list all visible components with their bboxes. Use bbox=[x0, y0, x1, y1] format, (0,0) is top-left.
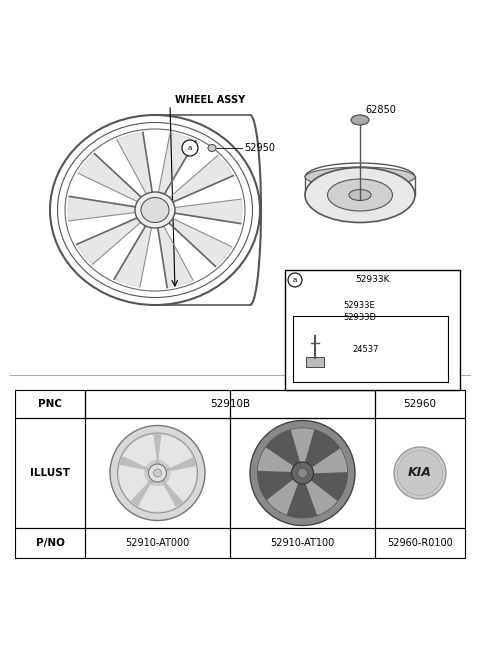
Polygon shape bbox=[158, 226, 193, 287]
Text: 52910B: 52910B bbox=[210, 399, 250, 409]
Polygon shape bbox=[120, 466, 148, 501]
Text: 52950: 52950 bbox=[244, 143, 275, 153]
Circle shape bbox=[182, 140, 198, 156]
Polygon shape bbox=[77, 218, 141, 264]
Circle shape bbox=[288, 273, 302, 287]
Polygon shape bbox=[312, 448, 347, 472]
Polygon shape bbox=[266, 431, 299, 466]
Polygon shape bbox=[307, 480, 337, 514]
Bar bbox=[230, 528, 375, 558]
Text: 52910-AT000: 52910-AT000 bbox=[125, 538, 190, 548]
Polygon shape bbox=[259, 472, 293, 500]
Text: 52910-AT100: 52910-AT100 bbox=[270, 538, 335, 548]
Polygon shape bbox=[159, 436, 192, 467]
Text: P/NO: P/NO bbox=[36, 538, 64, 548]
Polygon shape bbox=[123, 436, 156, 467]
Ellipse shape bbox=[397, 451, 443, 495]
Ellipse shape bbox=[291, 462, 313, 484]
FancyBboxPatch shape bbox=[285, 270, 460, 390]
Ellipse shape bbox=[351, 115, 369, 125]
Polygon shape bbox=[306, 431, 339, 466]
Bar bbox=[15, 418, 85, 528]
Ellipse shape bbox=[118, 433, 197, 513]
Ellipse shape bbox=[208, 144, 216, 152]
Ellipse shape bbox=[110, 426, 205, 520]
Bar bbox=[85, 528, 230, 558]
Polygon shape bbox=[290, 429, 315, 461]
Polygon shape bbox=[132, 480, 153, 506]
Ellipse shape bbox=[250, 420, 355, 525]
Ellipse shape bbox=[298, 468, 308, 478]
Polygon shape bbox=[312, 472, 347, 500]
Bar bbox=[375, 418, 465, 528]
FancyBboxPatch shape bbox=[293, 316, 448, 382]
Text: 24537: 24537 bbox=[352, 346, 379, 354]
Text: 52960: 52960 bbox=[404, 399, 436, 409]
Polygon shape bbox=[120, 457, 148, 471]
Polygon shape bbox=[175, 199, 242, 224]
Polygon shape bbox=[268, 480, 299, 514]
Bar bbox=[85, 390, 375, 418]
Polygon shape bbox=[153, 435, 162, 463]
Text: 52933D: 52933D bbox=[343, 312, 376, 321]
Polygon shape bbox=[68, 196, 135, 221]
Bar bbox=[15, 528, 85, 558]
Polygon shape bbox=[167, 457, 195, 471]
Bar bbox=[85, 418, 230, 528]
Text: a: a bbox=[188, 145, 192, 151]
Polygon shape bbox=[117, 133, 152, 194]
Text: a: a bbox=[293, 277, 297, 283]
Polygon shape bbox=[169, 155, 233, 202]
Bar bbox=[375, 528, 465, 558]
Text: 52933K: 52933K bbox=[355, 276, 390, 285]
Bar bbox=[230, 418, 375, 528]
Bar bbox=[375, 390, 465, 418]
Polygon shape bbox=[114, 226, 152, 287]
Ellipse shape bbox=[141, 197, 169, 222]
Ellipse shape bbox=[349, 190, 371, 201]
Ellipse shape bbox=[148, 464, 167, 482]
Ellipse shape bbox=[257, 428, 348, 518]
Ellipse shape bbox=[135, 192, 175, 228]
Bar bbox=[230, 390, 375, 418]
FancyBboxPatch shape bbox=[306, 357, 324, 367]
Polygon shape bbox=[162, 480, 183, 506]
Polygon shape bbox=[78, 154, 141, 201]
Text: WHEEL ASSY: WHEEL ASSY bbox=[175, 95, 245, 105]
Polygon shape bbox=[139, 485, 176, 511]
Bar bbox=[85, 390, 230, 418]
Polygon shape bbox=[158, 133, 196, 194]
Polygon shape bbox=[259, 448, 292, 472]
Ellipse shape bbox=[327, 179, 393, 211]
Polygon shape bbox=[167, 466, 195, 501]
Polygon shape bbox=[288, 484, 317, 517]
Text: ILLUST: ILLUST bbox=[30, 468, 70, 478]
Bar bbox=[15, 390, 85, 418]
Text: 62850: 62850 bbox=[365, 105, 396, 115]
Text: 52933E: 52933E bbox=[343, 300, 375, 310]
Polygon shape bbox=[169, 218, 232, 266]
Text: 52960-R0100: 52960-R0100 bbox=[387, 538, 453, 548]
Ellipse shape bbox=[305, 167, 415, 222]
Text: PNC: PNC bbox=[38, 399, 62, 409]
Ellipse shape bbox=[154, 469, 161, 477]
Text: KIA: KIA bbox=[408, 466, 432, 480]
Ellipse shape bbox=[394, 447, 446, 499]
Ellipse shape bbox=[305, 167, 415, 187]
